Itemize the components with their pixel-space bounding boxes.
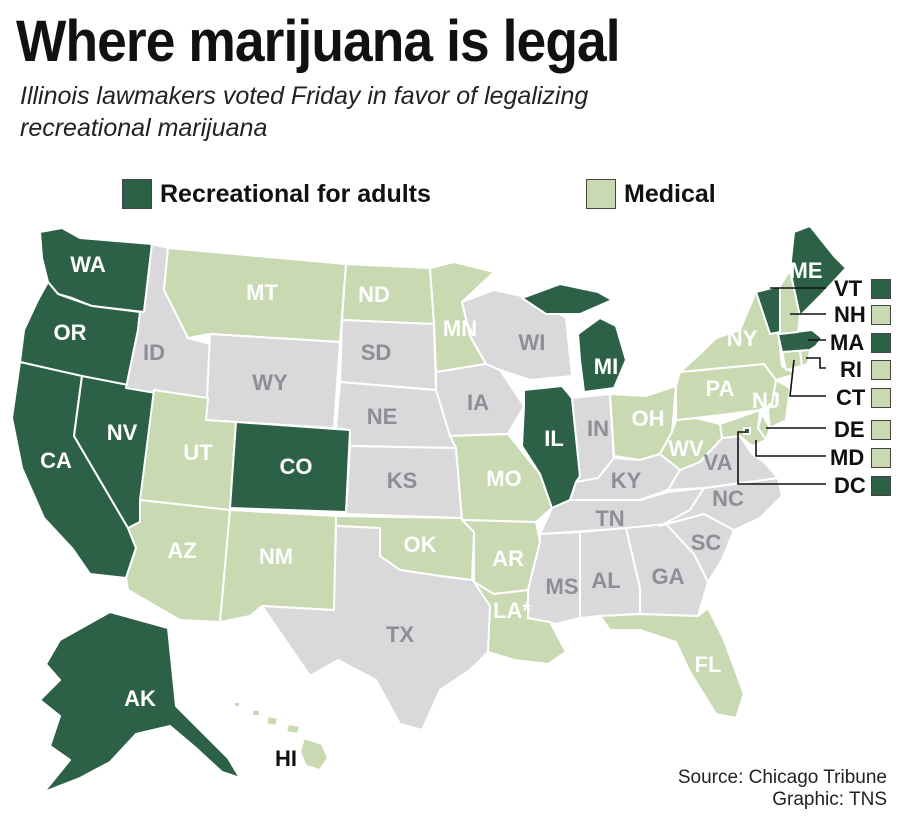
state-label-NJ: NJ [752, 388, 780, 413]
state-label-HI: HI [275, 746, 297, 771]
state-label-AL: AL [591, 568, 620, 593]
state-label-OR: OR [54, 320, 87, 345]
state-label-ND: ND [358, 282, 390, 307]
legend-swatch-medical [586, 179, 616, 209]
callout-lines [737, 287, 826, 485]
map-subtitle: Illinois lawmakers voted Friday in favor… [20, 82, 589, 142]
state-label-WY: WY [252, 370, 288, 395]
callout-label-DE: DE [834, 417, 865, 442]
state-label-VA: VA [704, 450, 733, 475]
state-AK [39, 611, 241, 793]
state-label-SD: SD [361, 340, 392, 365]
callout-swatch-VT [871, 279, 891, 299]
state-label-LA: LA* [493, 598, 531, 623]
state-DC [743, 427, 751, 435]
callout-label-NH: NH [834, 302, 866, 327]
legend-label-recreational: Recreational for adults [160, 179, 431, 208]
state-label-WA: WA [70, 252, 106, 277]
legend-swatch-recreational [122, 179, 152, 209]
state-label-MT: MT [246, 280, 278, 305]
state-NH [779, 269, 801, 335]
state-LA [473, 581, 567, 665]
callout-swatch-DC [871, 476, 891, 496]
state-label-ME: ME [790, 258, 823, 283]
state-label-TX: TX [386, 622, 414, 647]
state-label-CO: CO [280, 454, 313, 479]
state-label-IN: IN [587, 416, 609, 441]
state-label-UT: UT [183, 440, 213, 465]
state-label-SC: SC [691, 530, 722, 555]
state-label-WI: WI [519, 330, 546, 355]
state-label-AZ: AZ [167, 538, 196, 563]
state-MI [521, 283, 627, 393]
state-label-TN: TN [595, 506, 624, 531]
callout-label-VT: VT [834, 276, 863, 301]
callout-swatch-MA [871, 333, 891, 353]
map-title: Where marijuana is legal [16, 9, 621, 74]
legend-recreational: Recreational for adults [122, 178, 431, 210]
legend-medical: Medical [586, 178, 716, 210]
state-MO [449, 433, 553, 523]
state-label-KY: KY [611, 468, 642, 493]
state-ME [789, 225, 847, 317]
state-label-AK: AK [124, 686, 156, 711]
state-CT [781, 349, 803, 371]
state-label-NE: NE [367, 404, 398, 429]
state-label-KS: KS [387, 468, 418, 493]
state-label-NC: NC [712, 486, 744, 511]
state-label-NM: NM [259, 544, 293, 569]
state-label-CA: CA [40, 448, 72, 473]
state-label-PA: PA [706, 376, 735, 401]
callout-label-RI: RI [840, 357, 862, 382]
state-label-OK: OK [404, 532, 437, 557]
state-NC [659, 477, 783, 531]
state-label-NV: NV [107, 420, 138, 445]
legend-label-medical: Medical [624, 179, 716, 208]
state-label-OH: OH [632, 406, 665, 431]
callout-swatch-DE [871, 420, 891, 440]
state-label-FL: FL [695, 652, 722, 677]
state-FL [599, 607, 745, 719]
source-credit: Source: Chicago Tribune Graphic: TNS [678, 767, 887, 811]
state-label-MI: MI [594, 354, 618, 379]
state-label-AR: AR [492, 546, 524, 571]
state-label-MO: MO [486, 466, 521, 491]
callout-label-MA: MA [830, 330, 865, 355]
state-HI [233, 701, 329, 771]
state-label-GA: GA [652, 564, 685, 589]
state-label-MS: MS [546, 574, 579, 599]
callout-swatch-NH [871, 305, 891, 325]
callout-label-MD: MD [830, 445, 865, 470]
source-text: Source: Chicago Tribune [677, 767, 887, 788]
callout-swatch-MD [871, 448, 891, 468]
callout-swatch-RI [871, 360, 891, 380]
callout-swatch-CT [871, 388, 891, 408]
state-label-NY: NY [727, 326, 758, 351]
state-MA [777, 329, 823, 353]
state-label-IL: IL [544, 426, 564, 451]
callout-label-DC: DC [834, 473, 866, 498]
callout-label-CT: CT [836, 385, 866, 410]
state-TX [261, 525, 495, 731]
state-label-IA: IA [467, 390, 489, 415]
state-label-WV: WV [668, 436, 704, 461]
state-label-MN: MN [443, 316, 477, 341]
graphic-credit: Graphic: TNS [772, 789, 887, 810]
state-label-ID: ID [143, 340, 165, 365]
